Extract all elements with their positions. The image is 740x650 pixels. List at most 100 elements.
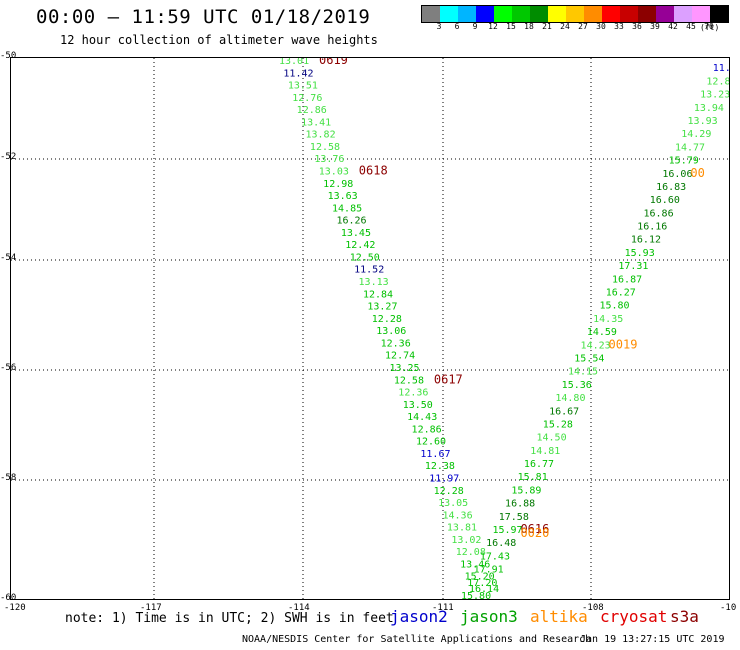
wave-height-reading: 15.81 [518,472,548,483]
longitude-label: -114 [288,603,310,613]
wave-height-reading: 12.42 [345,240,375,251]
scale-swatch-3 [476,6,494,22]
wave-height-reading: 15.89 [511,485,541,496]
wave-height-reading: 14.80 [555,393,585,404]
scale-label-14: 45 [686,22,696,31]
wave-height-reading: 15.97 [492,525,522,536]
color-scale-labels: 3 6 9 12 15 18 21 24 27 30 33 36 39 42 45 70 [421,22,718,31]
time-label: 0616 [520,522,549,536]
scale-label-1: 6 [454,22,460,31]
wave-height-reading: 15.36 [562,380,592,391]
wave-height-reading: 13.76 [314,154,344,165]
wave-height-reading: 12.74 [385,351,415,362]
scale-label-0: 3 [436,22,442,31]
wave-height-reading: 11. [719,58,729,61]
wave-height-reading: 15.80 [599,301,629,312]
latitude-label: -52 [0,152,17,162]
wave-height-reading: 17.58 [499,512,529,523]
wave-height-reading: 14.23 [581,340,611,351]
credit-line: NOAA/NESDIS Center for Satellite Applica… [242,634,592,645]
satellite-s3a: s3a [670,607,699,626]
wave-height-reading: 13.01 [279,58,309,67]
scale-label-15: 70 [704,22,714,31]
wave-height-reading: 16.26 [336,216,366,227]
time-label: 00 [690,166,704,180]
wave-height-reading: 15.54 [574,353,604,364]
wave-height-reading: 12.58 [310,142,340,153]
scale-swatch-6 [530,6,548,22]
wave-height-reading: 13.03 [319,167,349,178]
map-canvas: 13.0111.4213.5112.7612.8613.4113.8212.58… [11,58,729,599]
map-title: 00:00 – 11:59 UTC 01/18/2019 [36,6,371,28]
wave-height-reading: 13.41 [301,117,331,128]
wave-height-reading: 14.85 [332,203,362,214]
wave-height-reading: 13.81 [447,523,477,534]
wave-height-reading: 14.50 [537,433,567,444]
longitude-label: -10 [720,603,737,613]
wave-height-reading: 17.31 [618,261,648,272]
wave-height-reading: 13.13 [359,277,389,288]
wave-height-reading: 13.02 [451,535,481,546]
footer-note: note: 1) Time is in UTC; 2) SWH is in fe… [65,611,394,626]
wave-height-reading: 16.88 [505,499,535,510]
scale-swatch-0 [422,6,440,22]
wave-height-reading: 12.28 [434,486,464,497]
time-label: 0020 [520,526,549,540]
wave-height-reading: 16.67 [549,406,579,417]
scale-label-8: 27 [578,22,588,31]
wave-height-reading: 12.60 [416,437,446,448]
scale-label-3: 12 [488,22,498,31]
wave-height-reading: 16.60 [650,195,680,206]
wave-height-reading: 13.46 [460,559,490,570]
wave-height-reading: 14.81 [530,446,560,457]
latitude-label: -56 [0,363,17,373]
wave-height-reading: 15.93 [625,248,655,259]
latitude-label: -50 [0,51,17,61]
scale-swatch-5 [512,6,530,22]
latitude-label: -60 [0,593,17,603]
wave-height-reading: 13.82 [306,130,336,141]
scale-swatch-7 [548,6,566,22]
altimeter-map: 13.01 11.42 13.51 12.76 12.86 13.41 13.82 12.58… [10,57,730,600]
wave-height-reading: 15.20 [465,572,495,583]
wave-height-reading: 12.36 [381,338,411,349]
scale-swatch-13 [656,6,674,22]
wave-height-reading: 17.20 [467,578,497,589]
scale-swatch-11 [620,6,638,22]
wave-height-reading: 13.51 [288,81,318,92]
scale-swatch-14 [674,6,692,22]
wave-height-reading: 12.76 [292,93,322,104]
scale-unit-label: (ft) [700,23,720,32]
wave-height-reading: 17.43 [480,551,510,562]
wave-height-reading: 13.27 [367,302,397,313]
wave-height-reading: 12.08 [456,547,486,558]
wave-height-reading: 16.77 [524,459,554,470]
wave-height-reading: 14.36 [442,510,472,521]
wave-height-reading: 13.63 [328,191,358,202]
wave-height-reading: 16.16 [637,222,667,233]
wave-height-reading: 13.06 [376,326,406,337]
generation-timestamp: Jan 19 13:27:15 UTC 2019 [580,634,725,645]
longitude-label: -120 [4,603,26,613]
scale-label-9: 30 [596,22,606,31]
wave-height-reading: 14.35 [593,314,623,325]
wave-height-reading: 13.93 [688,116,718,127]
scale-swatch-1 [440,6,458,22]
wave-height-reading: 14.43 [407,412,437,423]
wave-height-reading: 16.06 [662,169,692,180]
wave-height-reading: 15.79 [669,156,699,167]
wave-height-reading: 14.59 [587,327,617,338]
wave-height-reading: 12.38 [425,461,455,472]
color-scale-bar [421,5,729,23]
time-label: 0617 [434,372,463,386]
scale-swatch-8 [566,6,584,22]
wave-height-reading: 13.50 [403,400,433,411]
wave-height-reading: 14.15 [568,367,598,378]
latitude-label: -54 [0,253,17,263]
wave-height-reading: 16.86 [643,208,673,219]
scale-swatch-9 [584,6,602,22]
scale-label-10: 33 [614,22,624,31]
wave-height-reading: 17.91 [474,565,504,576]
scale-label-13: 42 [668,22,678,31]
scale-swatch-4 [494,6,512,22]
